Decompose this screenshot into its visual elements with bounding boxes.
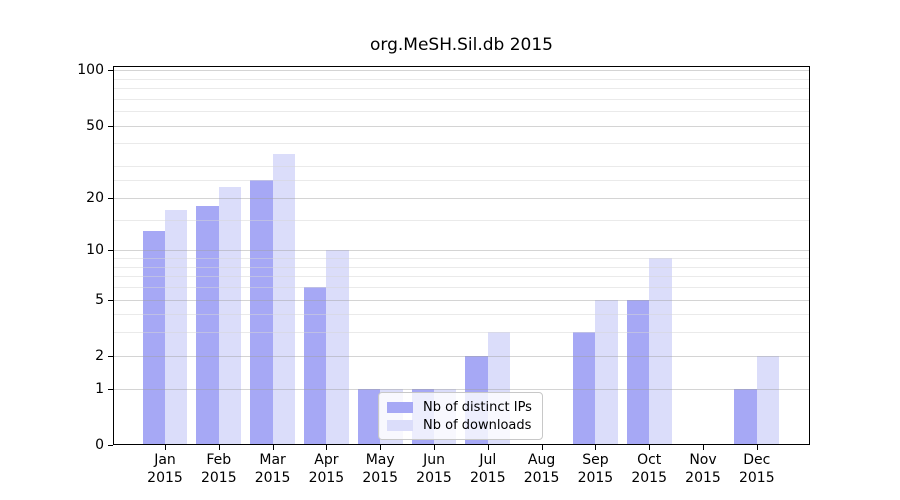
legend-row: Nb of downloads — [387, 416, 532, 434]
chart-title: org.MeSH.Sil.db 2015 — [370, 35, 553, 55]
minor-gridline — [113, 258, 810, 259]
y-tick-mark — [108, 445, 113, 446]
major-gridline — [113, 197, 810, 199]
minor-gridline — [113, 287, 810, 288]
bar-downloads — [595, 299, 618, 445]
minor-gridline — [113, 166, 810, 168]
x-tick-label: Feb 2015 — [200, 452, 237, 486]
bar-downloads — [326, 250, 349, 445]
legend-row: Nb of distinct IPs — [387, 398, 532, 416]
minor-gridline — [113, 332, 810, 334]
y-tick-label: 5 — [95, 291, 104, 308]
x-tick-label: Nov 2015 — [685, 452, 721, 486]
x-tick-label: Mar 2015 — [254, 452, 291, 486]
legend-swatch — [387, 401, 413, 413]
legend: Nb of distinct IPs Nb of downloads — [378, 392, 543, 440]
bar-distinct-ips — [142, 230, 165, 445]
y-tick-mark — [108, 250, 113, 252]
x-tick-mark — [649, 445, 651, 450]
x-tick-label: Apr 2015 — [308, 452, 345, 486]
y-tick-label: 10 — [86, 242, 104, 259]
x-tick-mark — [541, 445, 543, 450]
minor-gridline — [113, 98, 810, 100]
minor-gridline — [113, 143, 810, 145]
major-gridline — [113, 388, 810, 390]
y-tick-mark — [108, 70, 113, 72]
x-tick-label: Oct 2015 — [631, 452, 667, 486]
major-gridline — [113, 299, 810, 301]
legend-swatch — [387, 419, 413, 431]
y-tick-mark — [108, 355, 113, 357]
bar-distinct-ips — [304, 287, 327, 445]
x-tick-label: Jun 2015 — [416, 452, 452, 486]
bar-distinct-ips — [573, 332, 596, 445]
minor-gridline — [113, 266, 810, 268]
x-tick-mark — [595, 445, 597, 450]
x-tick-label: Jan 2015 — [147, 452, 183, 486]
y-tick-mark — [108, 197, 113, 199]
x-tick-label: Jul 2015 — [469, 452, 506, 486]
bar-downloads — [272, 154, 295, 445]
x-tick-label: May 2015 — [362, 452, 398, 486]
x-tick-label: Dec 2015 — [738, 452, 775, 486]
bar-distinct-ips — [196, 205, 219, 445]
major-gridline — [113, 250, 810, 252]
minor-gridline — [113, 78, 810, 80]
x-tick-mark — [703, 445, 704, 450]
bar-distinct-ips — [626, 299, 650, 445]
bar-distinct-ips — [357, 388, 381, 445]
x-tick-mark — [272, 445, 274, 450]
x-tick-mark — [165, 445, 166, 450]
major-gridline — [113, 125, 810, 127]
minor-gridline — [113, 219, 810, 221]
minor-gridline — [113, 314, 810, 316]
major-gridline — [113, 70, 810, 72]
plot-area — [113, 66, 810, 445]
minor-gridline — [113, 88, 810, 90]
x-tick-mark — [434, 445, 435, 450]
y-tick-label: 20 — [86, 189, 104, 206]
y-tick-label: 1 — [95, 380, 104, 397]
x-tick-mark — [487, 445, 489, 450]
y-tick-mark — [108, 125, 113, 127]
x-tick-label: Aug 2015 — [523, 452, 560, 486]
minor-gridline — [113, 111, 810, 113]
y-tick-label: 50 — [86, 117, 104, 134]
bar-downloads — [756, 355, 780, 445]
x-tick-mark — [218, 445, 220, 450]
y-tick-mark — [108, 388, 113, 390]
y-tick-label: 100 — [77, 62, 104, 79]
legend-label: Nb of distinct IPs — [423, 399, 532, 415]
bar-downloads — [165, 210, 188, 445]
y-tick-label: 0 — [95, 437, 104, 453]
minor-gridline — [113, 180, 810, 182]
legend-label: Nb of downloads — [423, 417, 532, 433]
bar-downloads — [649, 258, 672, 445]
bar-distinct-ips — [734, 388, 757, 445]
bar-downloads — [218, 186, 242, 445]
major-gridline — [113, 355, 810, 357]
x-tick-label: Sep 2015 — [577, 452, 614, 486]
y-tick-mark — [108, 299, 113, 301]
x-tick-mark — [380, 445, 382, 450]
x-tick-mark — [756, 445, 758, 450]
minor-gridline — [113, 276, 810, 278]
x-tick-mark — [326, 445, 328, 450]
y-tick-label: 2 — [95, 347, 104, 364]
bar-distinct-ips — [250, 180, 273, 445]
